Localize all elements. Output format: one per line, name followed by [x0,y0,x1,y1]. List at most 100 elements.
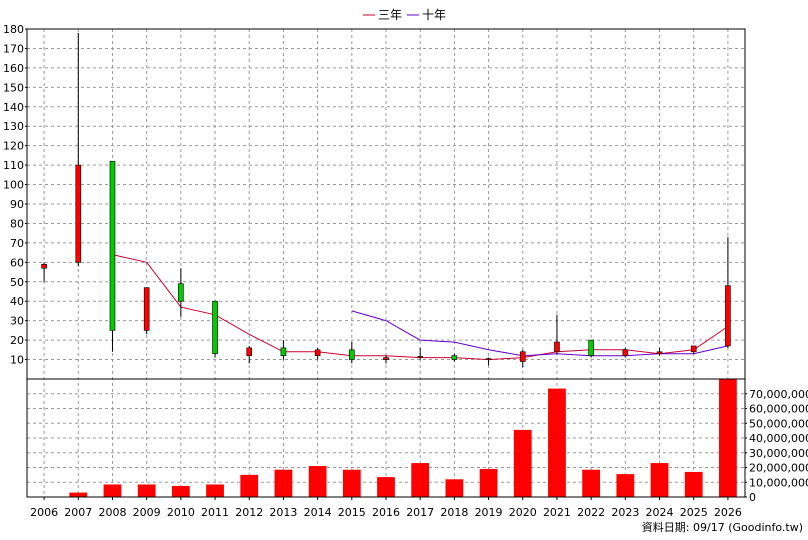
volume-tick-label: 40,000,000 [749,432,808,445]
ma-line-10yr [351,310,729,357]
volume-bar [103,484,122,497]
volume-tick-label: 70,000,000 [749,388,808,401]
volume-bar [206,484,224,497]
year-axis-ticks: 2006 2007 2008 2009 2010 2011 2012 2013 2014 2015… [30,497,742,519]
year-tick-label: 2022 [577,506,605,519]
price-tick-label: 150 [3,81,24,94]
year-tick-label: 2024 [646,506,674,519]
volume-tick-label: 60,000,000 [749,403,808,416]
price-tick-label: 60 [10,256,24,269]
price-tick-label: 110 [3,159,24,172]
candle-body [554,341,560,353]
volume-tick-label: 20,000,000 [749,462,808,475]
volume-bar [137,484,156,497]
year-tick-label: 2023 [611,506,639,519]
price-axis-ticks: 10 20 30 40 50 60 70 80 90 100 110 120 130 140 150 160 1… [3,23,27,367]
price-tick-label: 10 [10,354,24,367]
year-tick-label: 2012 [235,506,263,519]
price-tick-label: 140 [3,101,24,114]
volume-bar [479,468,498,497]
grid-lines [27,29,745,497]
price-tick-label: 70 [10,237,24,250]
candle-body [75,164,82,263]
year-tick-label: 2020 [509,506,537,519]
volume-bar [582,469,601,497]
year-tick-label: 2008 [98,506,126,519]
volume-bar [513,429,532,497]
year-tick-label: 2018 [440,506,468,519]
candle-body [41,263,47,269]
year-tick-label: 2014 [304,506,332,519]
price-tick-label: 160 [3,62,24,75]
price-tick-label: 130 [3,120,24,133]
volume-bars [35,379,737,498]
year-tick-label: 2025 [680,506,708,519]
volume-tick-label: 30,000,000 [749,447,808,460]
price-tick-label: 100 [3,179,24,192]
year-tick-label: 2006 [30,506,58,519]
volume-bar [616,474,635,497]
price-tick-label: 20 [10,334,24,347]
candle-body [690,345,697,353]
candle-body [656,351,663,355]
volume-bar [411,463,430,497]
volume-bar [377,477,395,497]
data-date-note: 資料日期: 09/17 (Goodinfo.tw) [642,520,803,534]
volume-tick-label: 50,000,000 [749,417,808,430]
volume-bar [240,474,259,497]
candle-body [519,351,526,362]
year-tick-label: 2019 [475,506,503,519]
volume-bar [719,379,737,497]
legend-label-3yr: 三年 [378,8,402,22]
price-tick-label: 120 [3,140,24,153]
volume-bar [274,469,293,497]
candle-body [178,283,184,302]
volume-bar [308,466,327,497]
volume-bar [69,492,88,497]
year-tick-label: 2017 [406,506,434,519]
price-tick-label: 50 [10,276,24,289]
price-tick-label: 30 [10,315,24,328]
candle-body [417,356,423,358]
year-tick-label: 2009 [133,506,161,519]
candle-body [622,349,629,356]
price-tick-label: 170 [3,42,24,55]
volume-bar [650,463,669,497]
candle-body [451,355,458,360]
year-tick-label: 2026 [714,506,742,519]
candle-body [246,347,253,356]
candle-body [725,285,731,347]
candle-body [280,347,287,356]
volume-bar [548,388,566,497]
candle-body [109,160,116,331]
year-tick-label: 2011 [201,506,229,519]
year-tick-label: 2016 [372,506,400,519]
year-tick-label: 2021 [543,506,571,519]
legend: 三年 十年 [363,8,446,22]
candle-body [485,358,492,360]
year-tick-label: 2007 [64,506,92,519]
volume-bar [342,469,361,497]
legend-label-10yr: 十年 [422,8,446,22]
price-tick-label: 40 [10,295,24,308]
candlesticks [41,32,731,368]
volume-bar [171,485,190,497]
candle-body [143,287,150,331]
candle-body [588,339,594,356]
price-tick-label: 90 [10,198,24,211]
year-tick-label: 2015 [338,506,366,519]
year-tick-label: 2010 [167,506,195,519]
price-tick-label: 180 [3,23,24,36]
volume-bar [684,471,703,497]
volume-bar [445,479,464,497]
year-tick-label: 2013 [269,506,297,519]
volume-tick-label: 10,000,000 [749,476,808,489]
candle-body [212,300,218,355]
price-tick-label: 80 [10,217,24,230]
candle-body [383,357,389,360]
candle-body [349,349,355,360]
volume-tick-label: 0 [749,491,756,504]
